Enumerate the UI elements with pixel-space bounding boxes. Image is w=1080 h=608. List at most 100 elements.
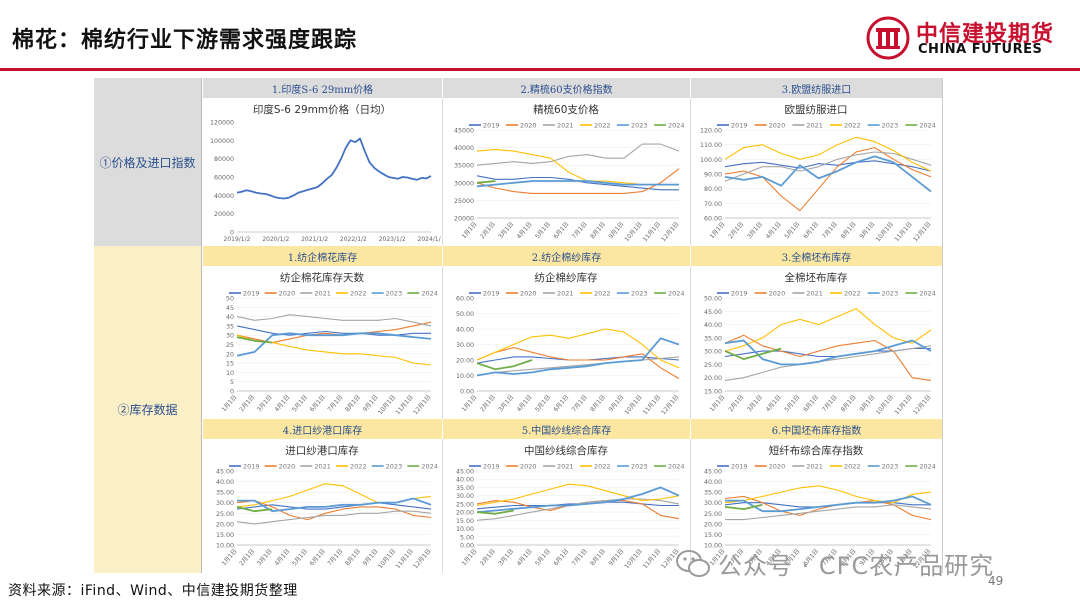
x-tick-label: 7月1日 (571, 394, 589, 414)
y-tick-label: 40.00 (456, 477, 474, 484)
x-tick-label: 2019/1/2 (224, 236, 251, 243)
legend-label: 2021 (806, 463, 823, 471)
y-tick-label: 20.00 (216, 521, 234, 528)
panel-divider (442, 266, 443, 419)
series-line-2023 (476, 337, 680, 377)
chart-svg: 印度S-6 29mm价格（日均） 120000 100000 80000 60000 40… (210, 103, 441, 243)
x-tick-label: 10月1日 (623, 221, 643, 243)
x-tick-label: 2月1日 (727, 394, 745, 414)
x-tick-label: 3月1日 (256, 394, 274, 414)
x-tick-label: 12月1日 (660, 221, 680, 243)
x-tick-label: 7月1日 (821, 394, 839, 414)
chart-title: 印度S-6 29mm价格（日均） (253, 103, 391, 116)
x-tick-label: 7月1日 (326, 548, 344, 568)
y-tick-label: 45.00 (704, 309, 722, 316)
legend-label: 2023 (882, 290, 899, 298)
series-line-2024 (236, 336, 273, 344)
y-tick-label: 30.00 (216, 500, 234, 507)
x-tick-label: 2024/1/2 (418, 236, 441, 243)
x-tick-label: 3月1日 (746, 394, 764, 414)
series-line-2021 (724, 151, 932, 182)
series-line-2022 (476, 483, 680, 507)
legend-label: 2019 (483, 122, 500, 130)
legend-label: 2023 (631, 122, 648, 130)
chart-combed-60s: 精梳60支价格 2019 2020 2021 2022 2023 2024 45000 4000… (443, 98, 689, 246)
x-tick-label: 11月1日 (642, 548, 662, 570)
y-tick-label: 5.00 (460, 534, 474, 541)
page-number: 49 (988, 574, 1004, 588)
chart-title: 短纤布综合库存指数 (769, 444, 864, 457)
legend-label: 2022 (844, 463, 861, 471)
x-tick-label: 2023/1/2 (379, 236, 406, 243)
section-header-port-yarn: 4.进口纱港口库存 (202, 419, 442, 439)
legend-label: 2019 (243, 290, 260, 298)
legend-label: 2024 (421, 290, 438, 298)
x-tick-label: 7月1日 (326, 394, 344, 414)
y-tick-label: 25.00 (456, 501, 474, 508)
legend-label: 2020 (520, 463, 537, 471)
y-tick-label: 20 (226, 351, 234, 358)
x-tick-label: 2月1日 (238, 548, 256, 568)
grid-right-border (942, 78, 943, 573)
x-tick-label: 5月1日 (783, 394, 801, 414)
y-tick-label: 10.00 (456, 373, 474, 380)
x-tick-label: 8月1日 (344, 394, 362, 414)
x-tick-label: 12月1日 (660, 394, 680, 416)
x-tick-label: 6月1日 (309, 548, 327, 568)
y-tick-label: 30.00 (456, 493, 474, 500)
x-tick-label: 8月1日 (840, 394, 858, 414)
watermark: 公众号 · CFC农产品研究 (676, 546, 994, 581)
y-tick-label: 35000 (454, 163, 474, 170)
series-line-2024 (724, 347, 782, 360)
series-line-2023 (725, 495, 932, 513)
x-tick-label: 6月1日 (802, 221, 820, 241)
y-tick-label: 0.00 (460, 389, 474, 396)
chart-svg: 纺企棉纱库存 2019 2020 2021 2022 2023 2024 60.00 50.00… (456, 271, 685, 416)
chart-title: 纺企棉纱库存 (535, 271, 598, 284)
y-tick-label: 20000 (214, 211, 234, 218)
y-tick-label: 40000 (214, 193, 234, 200)
logo-en-text: CHINA FUTURES (918, 42, 1043, 57)
x-tick-label: 12月1日 (912, 394, 932, 416)
x-tick-label: 4月1日 (273, 394, 291, 414)
y-tick-label: 45000 (454, 128, 474, 135)
y-tick-label: 35.00 (216, 490, 234, 497)
y-tick-label: 90.00 (704, 172, 722, 179)
x-tick-label: 11月1日 (642, 394, 662, 416)
series-line-2019 (236, 502, 432, 510)
x-tick-label: 8月1日 (589, 548, 607, 568)
legend-label: 2022 (350, 463, 367, 471)
x-tick-label: 5月1日 (534, 394, 552, 414)
x-tick-label: 1月1日 (221, 548, 239, 568)
section-header-eu-import: 3.欧盟纺服进口 (690, 78, 942, 98)
y-tick-label: 35.00 (456, 485, 474, 492)
y-tick-label: 10.00 (704, 543, 722, 550)
series-line-2024 (476, 180, 496, 184)
y-tick-label: 60.00 (704, 216, 722, 223)
x-tick-label: 8月1日 (589, 394, 607, 414)
series-line-2022 (724, 308, 932, 352)
y-tick-label: 15 (226, 361, 234, 368)
y-tick-label: 10 (226, 370, 234, 377)
chart-svg: 中国纱线综合库存 2019 2020 2021 2022 2023 2024 45.0040.… (456, 444, 685, 570)
series-line-2024 (724, 503, 763, 510)
legend-label: 2022 (594, 290, 611, 298)
y-tick-label: 0 (230, 389, 234, 396)
x-tick-label: 1月1日 (709, 394, 727, 414)
series-line-2023 (476, 180, 679, 188)
chart-title: 精梳60支价格 (533, 103, 599, 116)
y-tick-label: 20000 (454, 216, 474, 223)
y-tick-label: 20.00 (704, 521, 722, 528)
series-line-2022 (236, 483, 432, 508)
x-tick-label: 2021/1/2 (301, 236, 328, 243)
legend-label: 2020 (279, 290, 296, 298)
y-tick-label: 120000 (210, 120, 234, 127)
y-tick-label: 45.00 (456, 469, 474, 476)
legend-label: 2021 (314, 290, 331, 298)
series-line-2024 (236, 506, 273, 513)
x-tick-label: 7月1日 (571, 221, 589, 241)
x-tick-label: 10月1日 (875, 221, 895, 243)
x-tick-label: 7月1日 (821, 221, 839, 241)
legend-label: 2020 (769, 290, 786, 298)
y-tick-label: 45 (226, 305, 234, 312)
